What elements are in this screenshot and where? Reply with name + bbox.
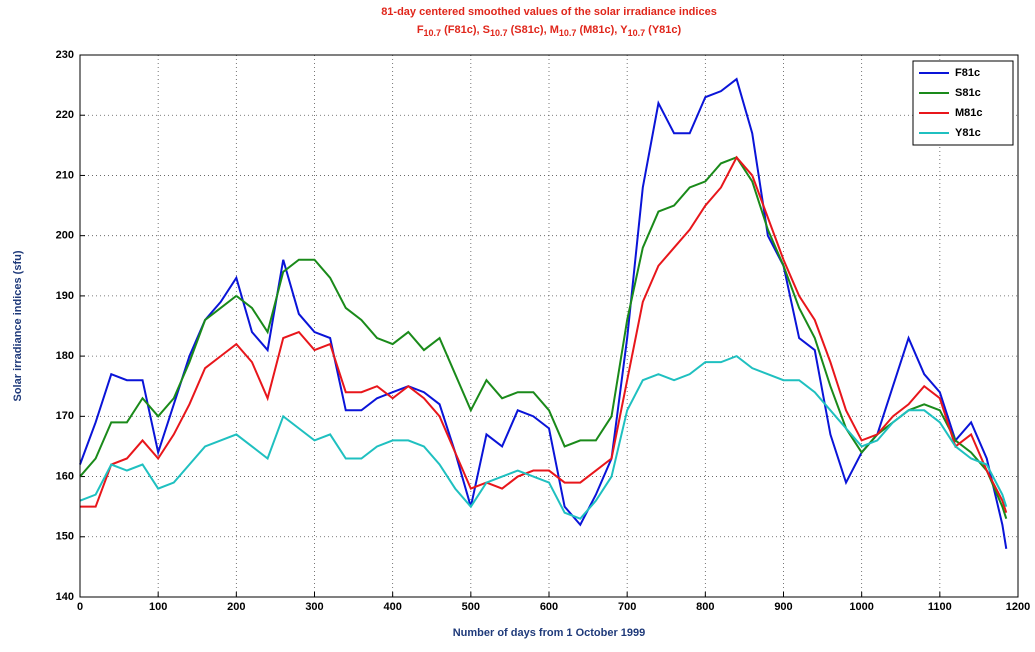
legend-label: S81c <box>955 87 981 99</box>
x-tick-label: 900 <box>774 601 792 613</box>
series-line <box>80 155 1008 513</box>
plot-frame <box>79 54 1019 598</box>
x-tick-label: 600 <box>540 601 558 613</box>
x-tick-label: 300 <box>305 601 323 613</box>
y-tick-label: 170 <box>56 410 74 422</box>
y-tick-label: 220 <box>56 109 74 121</box>
legend-box <box>912 60 1014 146</box>
y-tick-label: 210 <box>56 169 74 181</box>
x-axis-label: Number of days from 1 October 1999 <box>453 627 646 639</box>
x-tick-label: 400 <box>383 601 401 613</box>
y-tick-label: 200 <box>56 230 74 242</box>
series-line <box>79 354 1008 520</box>
legend-label: M81c <box>955 107 983 119</box>
x-tick-label: 100 <box>149 601 167 613</box>
subscript: 10.7 <box>424 28 442 38</box>
plot-area <box>80 55 1018 597</box>
x-tick-label: 500 <box>462 601 480 613</box>
series-line <box>79 156 1008 520</box>
subtitle-part: F <box>417 24 424 36</box>
subtitle-part: (F81c), S <box>441 24 490 36</box>
subscript: 10.7 <box>490 28 508 38</box>
x-tick-label: 200 <box>227 601 245 613</box>
y-tick-label: 230 <box>56 49 74 61</box>
y-tick-label: 150 <box>56 531 74 543</box>
subtitle-part: (M81c), Y <box>576 24 628 36</box>
subscript: 10.7 <box>628 28 646 38</box>
y-axis-label: Solar irradiance indices (sfu) <box>12 250 24 401</box>
x-tick-label: 1000 <box>849 601 873 613</box>
x-tick-label: 700 <box>618 601 636 613</box>
x-tick-label: 1200 <box>1006 601 1030 613</box>
chart-title: 81-day centered smoothed values of the s… <box>381 6 717 18</box>
y-tick-label: 180 <box>56 350 74 362</box>
legend-label: Y81c <box>955 127 981 139</box>
subtitle-part: (S81c), M <box>508 24 559 36</box>
subtitle-part: (Y81c) <box>645 24 681 36</box>
y-tick-label: 160 <box>56 470 74 482</box>
x-tick-label: 800 <box>696 601 714 613</box>
chart-subtitle: F10.7 (F81c), S10.7 (S81c), M10.7 (M81c)… <box>417 24 682 38</box>
y-tick-label: 140 <box>56 591 74 603</box>
subscript: 10.7 <box>559 28 577 38</box>
x-tick-label: 0 <box>77 601 83 613</box>
legend-label: F81c <box>955 67 980 79</box>
y-tick-label: 190 <box>56 290 74 302</box>
x-tick-label: 1100 <box>928 601 952 613</box>
